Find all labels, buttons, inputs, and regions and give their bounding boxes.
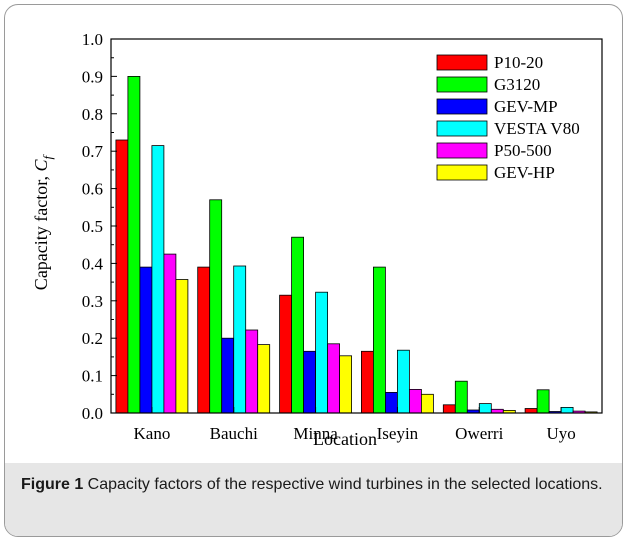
bar-iseyin-p50-500 — [408, 388, 422, 414]
bar-chart: 0.0 0.1 0.2 0.3 0.4 0.5 0.6 0.7 0.8 0.9 1.0 Kano Bau… — [31, 30, 603, 449]
y-tick-label: 0.2 — [82, 329, 103, 348]
bar-bauchi-p50-500 — [245, 329, 259, 414]
x-tick-label: Minna — [293, 424, 338, 443]
legend-swatch — [436, 164, 488, 181]
caption-text: Capacity factors of the respective wind … — [83, 476, 603, 493]
legend-label: G3120 — [494, 75, 540, 94]
bar-kano-vesta-v80 — [151, 145, 165, 414]
bar-owerri-p10-20 — [442, 404, 456, 414]
bar-bauchi-g3120 — [209, 199, 223, 414]
bar-kano-gev-hp — [175, 279, 189, 414]
legend: P10-20 G3120 GEV-MP VESTA V80 P50-500 GEV-HP — [436, 53, 580, 182]
legend-label: P10-20 — [494, 53, 543, 72]
legend-swatch — [436, 120, 488, 137]
bar-iseyin-gev-hp — [420, 393, 434, 414]
y-axis-label-text: Capacity factor, — [31, 171, 51, 290]
bar-minna-gev-mp — [303, 350, 317, 414]
bar-iseyin-p10-20 — [360, 350, 374, 414]
bar-kano-p10-20 — [115, 139, 129, 414]
legend-swatch — [436, 54, 488, 71]
y-tick-label: 0.6 — [82, 180, 103, 199]
bar-kano-gev-mp — [139, 266, 153, 414]
legend-swatch — [436, 142, 488, 159]
caption-band: Figure 1 Capacity factors of the respect… — [5, 463, 622, 536]
x-tick-label: Uyo — [546, 424, 575, 443]
y-axis-label-subscript: f — [40, 153, 55, 159]
bar-uyo-vesta-v80 — [560, 406, 574, 414]
y-tick-label: 0.0 — [82, 404, 103, 423]
y-tick-label: 0.3 — [82, 292, 103, 311]
x-tick-label: Kano — [134, 424, 171, 443]
bar-iseyin-vesta-v80 — [396, 349, 410, 414]
caption-label: Figure 1 — [21, 476, 84, 493]
y-axis-label-symbol: C — [31, 158, 51, 171]
x-tick-label: Iseyin — [377, 424, 419, 443]
legend-label: GEV-HP — [494, 163, 555, 182]
bar-owerri-vesta-v80 — [478, 403, 492, 414]
bar-minna-p10-20 — [279, 294, 293, 414]
legend-swatch — [436, 98, 488, 115]
bar-uyo-g3120 — [536, 389, 550, 414]
x-axis-label: Location — [313, 429, 377, 449]
legend-label: GEV-MP — [494, 97, 558, 116]
legend-label: P50-500 — [494, 141, 552, 160]
bar-minna-g3120 — [291, 236, 305, 414]
legend-label: VESTA V80 — [494, 119, 580, 138]
y-tick-label: 0.5 — [82, 217, 103, 236]
y-tick-label: 0.4 — [82, 254, 104, 273]
bar-bauchi-gev-mp — [221, 337, 235, 414]
y-axis-label: Capacity factor, Cf — [31, 153, 55, 290]
bar-iseyin-g3120 — [372, 266, 386, 414]
axes-group: 0.0 0.1 0.2 0.3 0.4 0.5 0.6 0.7 0.8 0.9 1.0 Kano Bau… — [82, 30, 603, 443]
figure-card: 0.0 0.1 0.2 0.3 0.4 0.5 0.6 0.7 0.8 0.9 1.0 Kano Bau… — [4, 4, 623, 537]
bar-minna-vesta-v80 — [315, 291, 329, 414]
bar-uyo-p10-20 — [524, 408, 538, 414]
y-tick-label: 1.0 — [82, 30, 103, 49]
bar-bauchi-p10-20 — [197, 266, 211, 414]
bar-kano-g3120 — [127, 76, 141, 414]
bar-minna-gev-hp — [339, 355, 353, 414]
x-tick-label: Owerri — [455, 424, 503, 443]
figure-caption: Figure 1 Capacity factors of the respect… — [21, 473, 608, 497]
y-tick-label: 0.7 — [82, 142, 104, 161]
bar-bauchi-gev-hp — [257, 344, 271, 414]
bar-bauchi-vesta-v80 — [233, 265, 247, 414]
y-tick-label: 0.9 — [82, 67, 103, 86]
bar-kano-p50-500 — [163, 253, 177, 414]
bar-owerri-g3120 — [454, 380, 468, 414]
bar-minna-p50-500 — [327, 343, 341, 414]
bars-group — [115, 76, 598, 414]
y-tick-label: 0.1 — [82, 367, 103, 386]
legend-swatch — [436, 76, 488, 93]
bar-iseyin-gev-mp — [384, 391, 398, 414]
x-tick-label: Bauchi — [210, 424, 258, 443]
y-tick-label: 0.8 — [82, 105, 103, 124]
